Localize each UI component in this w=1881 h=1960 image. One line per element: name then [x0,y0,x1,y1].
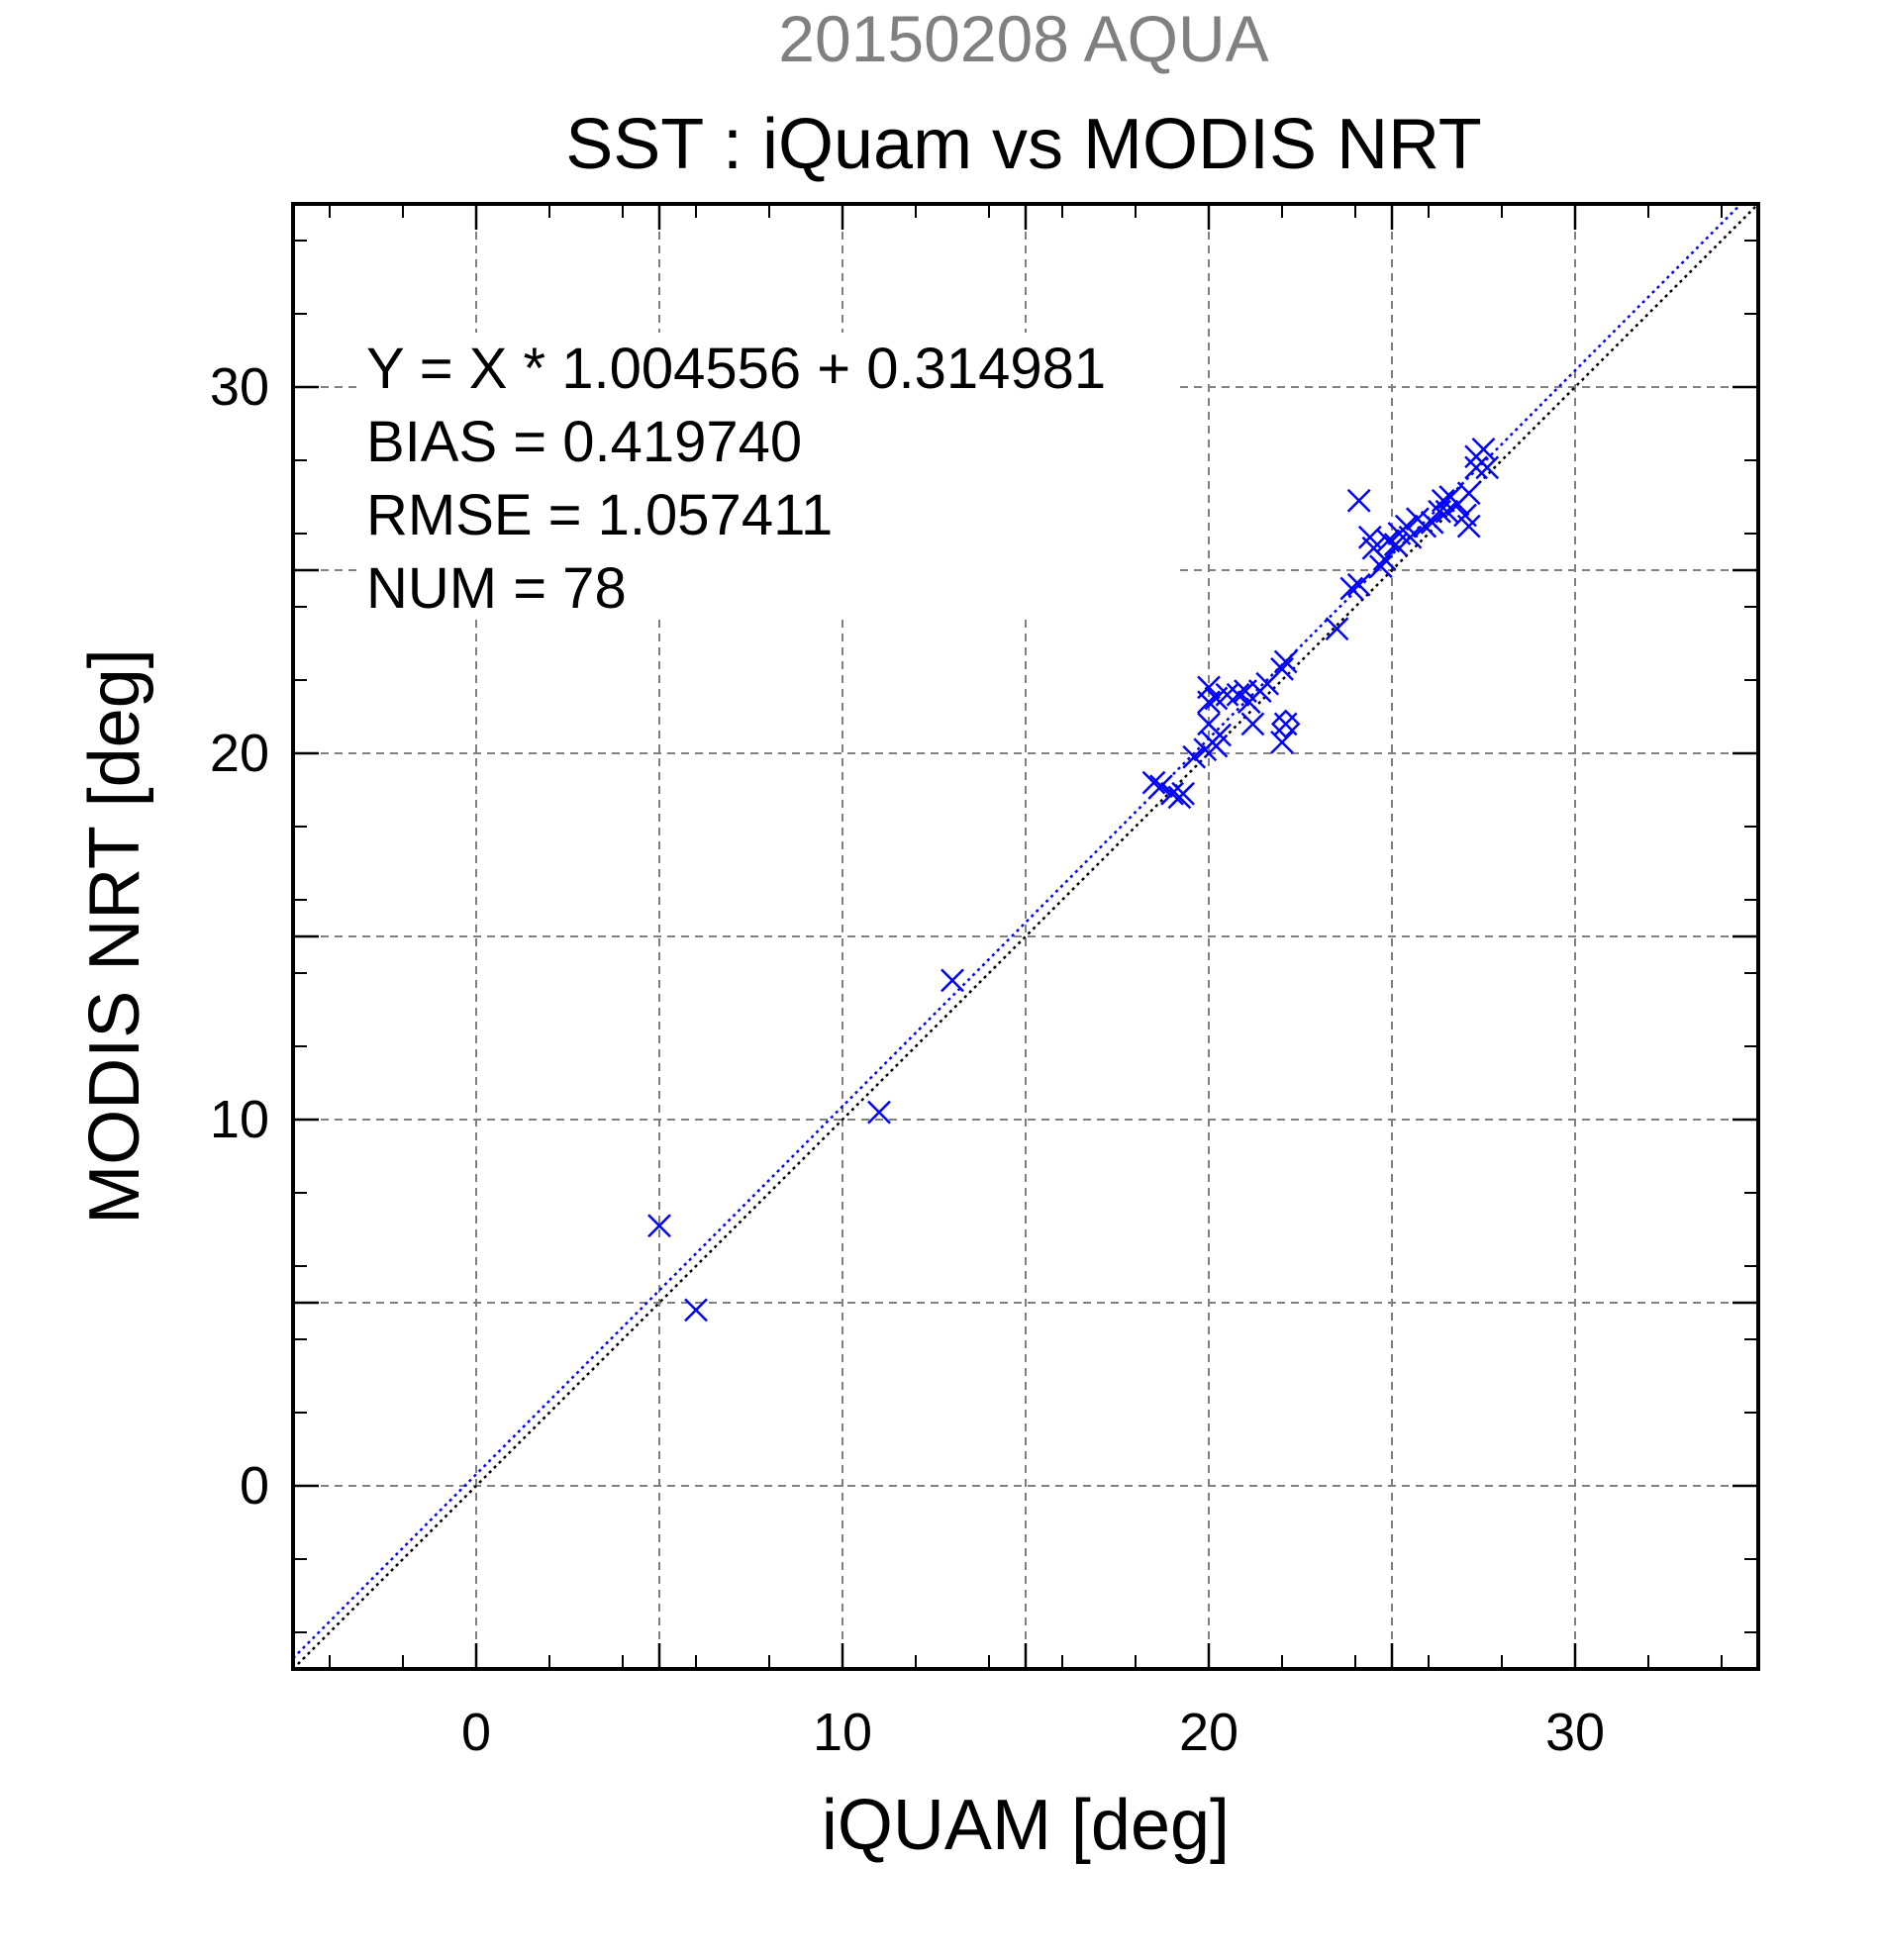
major-ticks [293,204,1758,1669]
data-point [1420,511,1444,535]
data-point [1182,744,1207,769]
data-point [1273,649,1298,674]
x-tick-label: 0 [461,1703,491,1762]
data-point [1471,438,1496,461]
data-point [1475,455,1500,480]
data-point [647,1214,671,1238]
data-point [684,1298,708,1323]
x-axis-label: iQUAM [deg] [822,1786,1230,1865]
data-point [1464,455,1488,480]
identity-line [293,204,1758,1669]
data-point [1273,712,1298,736]
data-point-diamond [1270,709,1301,739]
data-points [647,438,1500,1323]
stats-block: Y = X * 1.004556 + 0.314981 BIAS = 0.419… [356,333,1178,621]
data-point [1456,481,1481,506]
data-point [1369,554,1393,579]
data-point [1456,514,1481,539]
data-point [1215,682,1239,707]
data-point [1398,525,1423,549]
data-point [1171,781,1195,806]
data-point [1372,547,1397,571]
x-tick-label: 10 [813,1703,872,1762]
data-point [1240,712,1265,736]
data-point [1325,617,1349,641]
data-point [1208,723,1232,747]
data-point [1435,499,1459,524]
stats-line-num: NUM = 78 [366,556,627,621]
grid-lines [293,204,1758,1669]
y-tick-label: 30 [210,357,269,417]
data-point [1270,731,1294,754]
data-point [1346,572,1371,597]
data-point [1376,529,1401,553]
data-point [867,1100,891,1125]
y-tick-label: 10 [210,1090,269,1149]
y-axis-label: MODIS NRT [deg] [75,648,154,1225]
data-point [1339,576,1364,601]
data-point [1141,770,1166,795]
y-tick-labels: 0 10 20 30 [210,357,269,1516]
y-tick-label: 20 [210,724,269,783]
x-tick-labels: 0 10 20 30 [461,1703,1605,1762]
data-point [1149,774,1173,799]
x-tick-label: 30 [1545,1703,1605,1762]
data-point [1197,675,1221,700]
x-tick-label: 20 [1179,1703,1238,1762]
data-point [1160,781,1184,806]
stats-line-equation: Y = X * 1.004556 + 0.314981 [366,337,1106,401]
chart-title: SST : iQuam vs MODIS NRT [565,105,1482,184]
plot-frame [291,202,1760,1671]
stats-line-bias: BIAS = 0.419740 [366,410,802,474]
data-point [1226,682,1250,707]
data-point [940,968,964,993]
chart-header: 20150208 AQUA [778,2,1268,75]
stats-line-rmse: RMSE = 1.057411 [366,483,833,547]
data-point [1346,488,1371,513]
data-point [1270,657,1294,681]
y-tick-label: 0 [240,1456,269,1516]
